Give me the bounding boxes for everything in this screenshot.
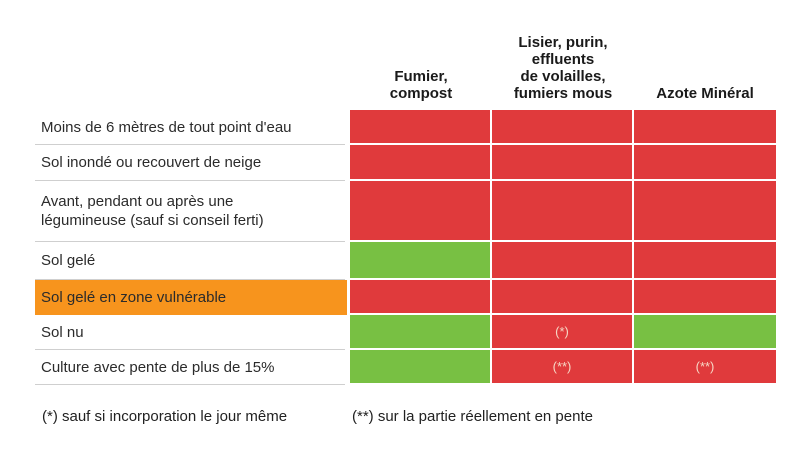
column-header-azote: Azote Minéral xyxy=(656,85,754,102)
row-label-sol-gele: Sol gelé xyxy=(35,242,345,280)
column-header-lisier: Lisier, purin, effluents de volailles, f… xyxy=(513,34,613,102)
cell-sol-inonde-fumier xyxy=(350,145,490,179)
row-label-sol-gele-zone-vulnerable: Sol gelé en zone vulnérable xyxy=(35,280,347,315)
row-label-sol-nu: Sol nu xyxy=(35,315,345,350)
cell-footnote-mark: (**) xyxy=(695,359,715,374)
cell-sol-gele-zone-vulnerable-azote xyxy=(634,280,776,313)
row-label-legumineuse: Avant, pendant ou après une légumineuse … xyxy=(35,181,345,242)
cell-sol-gele-fumier xyxy=(350,242,490,278)
cell-legumineuse-fumier xyxy=(350,181,490,240)
cell-footnote-mark: (**) xyxy=(552,359,572,374)
row-label-sol-inonde: Sol inondé ou recouvert de neige xyxy=(35,145,345,181)
footnote-double-star: (**) sur la partie réellement en pente xyxy=(352,408,593,425)
cell-legumineuse-azote xyxy=(634,181,776,240)
row-label-distance-eau: Moins de 6 mètres de tout point d'eau xyxy=(35,110,345,145)
column-header-fumier: Fumier, compost xyxy=(389,68,453,102)
cell-sol-nu-lisier: (*) xyxy=(492,315,632,348)
cell-sol-gele-zone-vulnerable-lisier xyxy=(492,280,632,313)
cell-pente-15-fumier xyxy=(350,350,490,383)
cell-sol-gele-zone-vulnerable-fumier xyxy=(350,280,490,313)
cell-sol-nu-azote xyxy=(634,315,776,348)
cell-legumineuse-lisier xyxy=(492,181,632,240)
cell-distance-eau-azote xyxy=(634,110,776,143)
cell-sol-gele-azote xyxy=(634,242,776,278)
cell-sol-inonde-lisier xyxy=(492,145,632,179)
cell-sol-nu-fumier xyxy=(350,315,490,348)
cell-pente-15-azote: (**) xyxy=(634,350,776,383)
cell-pente-15-lisier: (**) xyxy=(492,350,632,383)
cell-sol-gele-lisier xyxy=(492,242,632,278)
cell-distance-eau-lisier xyxy=(492,110,632,143)
cell-footnote-mark: (*) xyxy=(555,324,569,339)
cell-sol-inonde-azote xyxy=(634,145,776,179)
footnote-single-star: (*) sauf si incorporation le jour même xyxy=(42,408,288,425)
row-label-pente-15: Culture avec pente de plus de 15% xyxy=(35,350,345,385)
cell-distance-eau-fumier xyxy=(350,110,490,143)
